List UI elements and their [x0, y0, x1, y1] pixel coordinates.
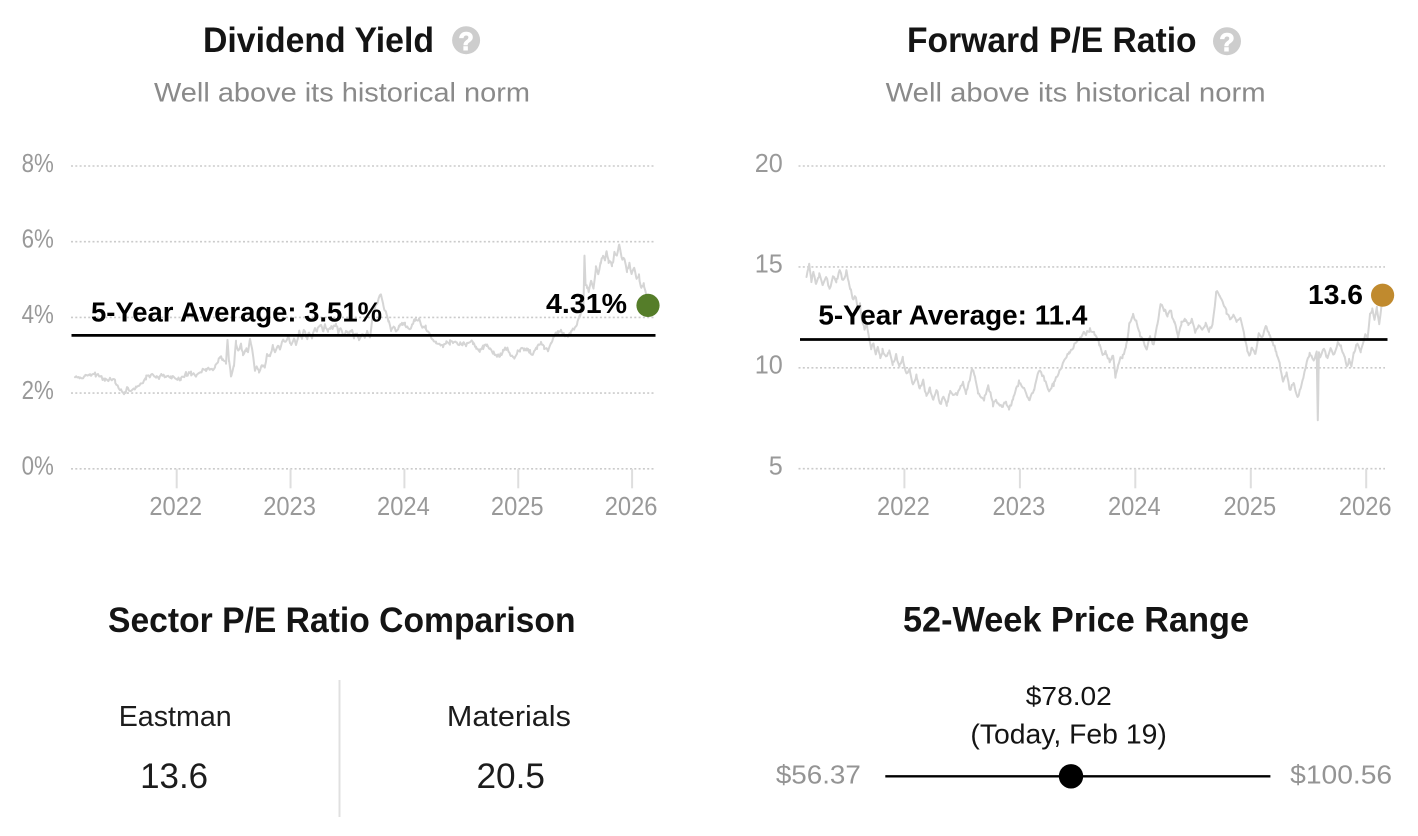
svg-text:2023: 2023 [993, 491, 1046, 521]
svg-text:0%: 0% [22, 451, 54, 481]
svg-text:2025: 2025 [491, 491, 544, 521]
svg-text:5-Year Average: 3.51%: 5-Year Average: 3.51% [91, 296, 382, 327]
svg-text:5: 5 [769, 451, 783, 481]
svg-text:15: 15 [755, 249, 783, 279]
svg-text:2022: 2022 [149, 491, 202, 521]
svg-text:Eastman: Eastman [119, 701, 232, 733]
svg-text:2024: 2024 [1108, 491, 1161, 521]
svg-text:Forward P/E Ratio: Forward P/E Ratio [907, 20, 1197, 60]
svg-text:$78.02: $78.02 [1026, 683, 1112, 711]
svg-text:2%: 2% [22, 375, 54, 405]
svg-text:10: 10 [755, 350, 783, 380]
svg-text:6%: 6% [22, 224, 54, 254]
svg-text:Materials: Materials [447, 701, 571, 733]
svg-text:$56.37: $56.37 [776, 762, 861, 790]
svg-text:(Today, Feb 19): (Today, Feb 19) [970, 718, 1166, 749]
svg-text:Dividend Yield: Dividend Yield [203, 20, 434, 60]
svg-text:$100.56: $100.56 [1290, 762, 1392, 790]
svg-text:4%: 4% [22, 299, 54, 329]
svg-text:?: ? [458, 28, 473, 56]
svg-text:13.6: 13.6 [140, 756, 208, 796]
svg-text:8%: 8% [22, 148, 54, 178]
svg-text:52-Week Price Range: 52-Week Price Range [903, 600, 1249, 640]
svg-text:2024: 2024 [377, 491, 430, 521]
svg-text:20: 20 [755, 148, 783, 178]
svg-text:2026: 2026 [605, 491, 658, 521]
svg-text:5-Year Average: 11.4: 5-Year Average: 11.4 [818, 300, 1087, 331]
svg-text:Well above its historical norm: Well above its historical norm [886, 78, 1266, 108]
svg-text:?: ? [1219, 29, 1234, 57]
svg-text:2022: 2022 [877, 491, 930, 521]
svg-text:13.6: 13.6 [1308, 279, 1363, 310]
svg-text:Sector P/E Ratio Comparison: Sector P/E Ratio Comparison [108, 600, 576, 640]
svg-text:2025: 2025 [1223, 491, 1276, 521]
svg-text:4.31%: 4.31% [546, 288, 627, 319]
svg-text:Well above its historical norm: Well above its historical norm [154, 78, 530, 108]
svg-text:20.5: 20.5 [476, 756, 545, 796]
svg-text:2026: 2026 [1339, 491, 1392, 521]
svg-text:2023: 2023 [263, 491, 316, 521]
